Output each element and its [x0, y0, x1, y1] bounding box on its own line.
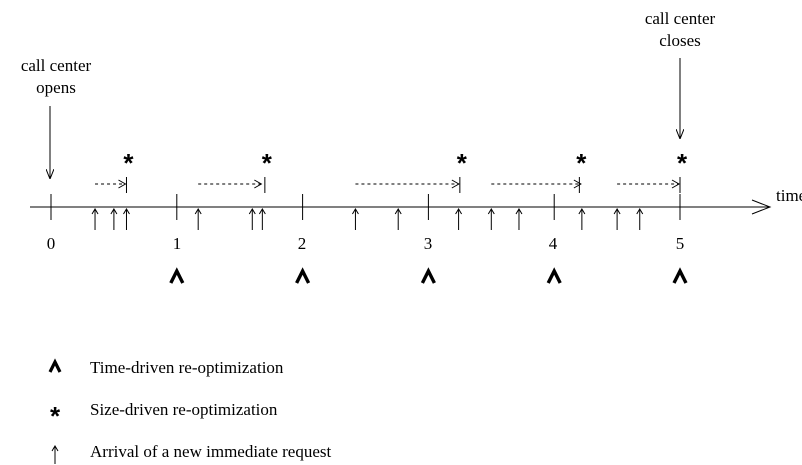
time-axis-label: time	[776, 186, 802, 205]
closes-label-line2: closes	[659, 31, 701, 50]
tick-label-2: 2	[298, 234, 307, 253]
up-arrow-icon	[51, 445, 59, 464]
legend-item-arrival: Arrival of a new immediate request	[51, 442, 331, 464]
caret-icon	[295, 267, 311, 284]
opens-label-line1: call center	[21, 56, 92, 75]
legend-label-arrival: Arrival of a new immediate request	[90, 442, 331, 461]
caret-icon	[546, 267, 562, 284]
arrival-arrowhead	[455, 208, 463, 215]
arrival-arrowhead	[487, 208, 495, 215]
asterisk-icon: *	[50, 401, 61, 431]
arrival-arrowhead	[394, 208, 402, 215]
arrival-arrowhead	[123, 208, 130, 215]
waiting-interval-arrowhead	[671, 179, 681, 189]
legend-label-time-driven: Time-driven re-optimization	[90, 358, 284, 377]
legend: Time-driven re-optimization * Size-drive…	[48, 358, 331, 464]
arrival-arrowhead	[248, 208, 256, 215]
arrival-arrowhead	[110, 208, 118, 215]
waiting-interval-arrowhead	[451, 179, 460, 189]
legend-label-size-driven: Size-driven re-optimization	[90, 400, 278, 419]
tick-label-5: 5	[676, 234, 685, 253]
caret-icon	[672, 267, 688, 284]
waiting-interval-arrowhead	[118, 179, 127, 189]
caret-icon	[48, 358, 62, 373]
arrival-arrowhead	[515, 208, 523, 215]
arrival-arrowhead	[352, 208, 359, 215]
arrival-arrowhead	[578, 208, 586, 215]
waiting-interval-arrowhead	[254, 179, 263, 189]
legend-item-time-driven: Time-driven re-optimization	[48, 358, 284, 377]
arrival-arrowhead	[613, 208, 621, 215]
caret-icon	[420, 267, 436, 284]
tick-label-1: 1	[173, 234, 182, 253]
asterisk-icon: *	[123, 148, 134, 178]
arrival-arrowhead	[194, 208, 202, 215]
caret-icon	[169, 267, 185, 284]
closes-label-line1: call center	[645, 9, 716, 28]
asterisk-icon: *	[576, 148, 587, 178]
asterisk-icon: *	[457, 148, 468, 178]
tick-label-0: 0	[47, 234, 56, 253]
asterisk-icon: *	[677, 148, 688, 178]
arrival-arrowhead	[91, 208, 99, 215]
legend-item-size-driven: * Size-driven re-optimization	[50, 400, 278, 431]
opens-label-line2: opens	[36, 78, 76, 97]
arrival-arrowhead	[636, 208, 644, 215]
time-axis-arrowhead	[751, 199, 772, 215]
tick-label-3: 3	[424, 234, 433, 253]
tick-label-4: 4	[549, 234, 558, 253]
arrival-arrowhead	[258, 208, 266, 215]
waiting-interval-arrowhead	[573, 179, 582, 189]
asterisk-icon: *	[262, 148, 273, 178]
